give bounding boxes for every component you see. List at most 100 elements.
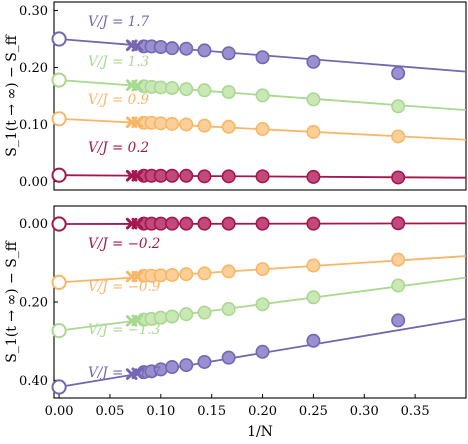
data-point: [306, 92, 321, 107]
data-point: [306, 216, 321, 231]
x-tick-label: 0.25: [299, 404, 328, 419]
data-point: [255, 88, 270, 103]
series-label: V/J = 0.9: [88, 92, 149, 108]
plot-frame: [53, 1, 467, 191]
data-point: [391, 170, 406, 185]
data-point: [197, 305, 212, 320]
data-point: [179, 307, 194, 322]
series-0: [59, 216, 466, 231]
intercept-marker: [51, 72, 67, 88]
x-tick-label: 0.05: [95, 404, 124, 419]
x-tick-label: 0.20: [248, 404, 277, 419]
series-label: V/J = 1.3: [88, 54, 149, 70]
data-point: [197, 169, 212, 184]
data-point: [197, 118, 212, 133]
data-point: [221, 302, 236, 317]
intercept-marker: [51, 31, 67, 47]
data-point: [179, 41, 194, 56]
y-tick-label: 0.40: [19, 374, 48, 389]
top-panel: 0.00 0.10 0.20 0.30 S_1(t → ∞) − S_ff V/J = 1…: [4, 1, 467, 191]
data-point: [165, 267, 180, 282]
data-point: [153, 40, 168, 55]
data-point: [165, 360, 180, 375]
data-point: [179, 82, 194, 97]
y-axis-title: S_1(t → ∞) − S_ff: [4, 34, 20, 157]
data-point: [179, 267, 194, 282]
cross-marker: [131, 79, 144, 92]
series-label: V/J = −1.7: [88, 365, 161, 381]
data-point: [255, 122, 270, 137]
data-point: [306, 258, 321, 273]
data-point: [221, 264, 236, 279]
intercept-marker: [51, 323, 67, 339]
y-tick-label: 0.20: [19, 296, 48, 311]
series-label: V/J = −1.3: [88, 322, 160, 338]
data-point: [165, 168, 180, 183]
data-point: [306, 54, 321, 69]
data-point: [255, 50, 270, 65]
data-point: [197, 43, 212, 58]
y-tick-label: 0.00: [19, 175, 48, 190]
data-point: [221, 85, 236, 100]
x-tick-label: 0.15: [197, 404, 226, 419]
data-point: [197, 83, 212, 98]
data-point: [306, 333, 321, 348]
data-point: [255, 262, 270, 277]
data-point: [179, 168, 194, 183]
series-2: [58, 276, 466, 332]
cross-marker: [131, 314, 144, 327]
intercept-marker: [51, 379, 67, 395]
intercept-marker: [51, 167, 67, 183]
data-point: [165, 216, 180, 231]
cross-marker: [131, 270, 144, 283]
series-1: [59, 252, 466, 284]
data-point: [165, 81, 180, 96]
data-point: [197, 354, 212, 369]
data-point: [165, 309, 180, 324]
data-point: [391, 216, 406, 231]
data-point: [306, 290, 321, 305]
y-tick-label: 0.20: [19, 61, 48, 76]
data-point: [179, 117, 194, 132]
series-label: V/J = 1.7: [88, 14, 149, 30]
x-tick-label: 0.35: [401, 404, 430, 419]
cross-marker: [131, 116, 144, 129]
data-point: [391, 252, 406, 267]
x-tick-label: 0.30: [350, 404, 379, 419]
data-point: [391, 129, 406, 144]
intercept-marker: [51, 111, 67, 127]
series-3: [59, 168, 466, 185]
data-point: [306, 169, 321, 184]
data-point: [197, 266, 212, 281]
data-point: [391, 313, 406, 328]
data-point: [221, 119, 236, 134]
data-point: [165, 41, 180, 56]
data-point: [179, 358, 194, 373]
cross-marker: [131, 367, 144, 380]
y-axis-title: S_1(t → ∞) − S_ff: [4, 240, 20, 363]
data-point: [221, 169, 236, 184]
series-label: V/J = −0.2: [88, 236, 160, 252]
data-point: [255, 297, 270, 312]
x-tick-label: 0.00: [45, 404, 74, 419]
series-1: [59, 79, 466, 114]
data-point: [221, 46, 236, 61]
series-3: [58, 313, 466, 388]
intercept-marker: [51, 216, 67, 232]
series-2: [59, 115, 466, 144]
data-point: [197, 216, 212, 231]
y-tick-label: 0.00: [19, 217, 48, 232]
data-point: [221, 350, 236, 365]
data-point: [221, 216, 236, 231]
data-point: [165, 116, 180, 131]
bottom-panel: 0.00 0.20 0.40 0.00 0.05 0.10 0.15 0.20 0.25 0.30…: [4, 205, 467, 440]
y-tick-label: 0.30: [19, 4, 48, 19]
intercept-marker: [51, 274, 67, 291]
cross-marker: [131, 40, 144, 52]
cross-marker: [131, 217, 144, 230]
data-point: [391, 278, 406, 293]
x-tick-label: 0.10: [146, 404, 175, 419]
series-label: V/J = −0.9: [88, 279, 161, 295]
y-tick-label: 0.10: [19, 118, 48, 133]
